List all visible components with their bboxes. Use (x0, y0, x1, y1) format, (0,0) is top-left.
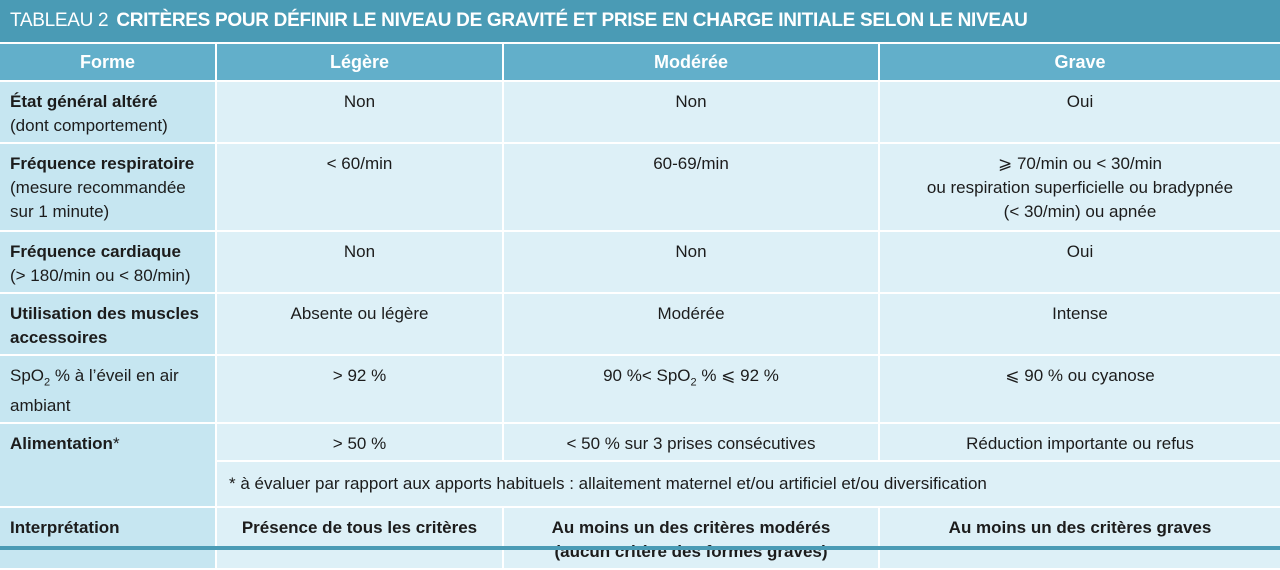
cell-severe: ⩾ 70/min ou < 30/min ou respiration supe… (879, 143, 1280, 232)
cell-severe: Réduction importante ou refus (879, 423, 1280, 463)
table-row: Alimentation* > 50 % < 50 % sur 3 prises… (0, 423, 1280, 509)
header-legere: Légère (216, 44, 504, 82)
cell-moderate: Non (503, 81, 880, 144)
cell-moderate: Au moins un des critères modérés (aucun … (503, 507, 880, 570)
cell-severe: ⩽ 90 % ou cyanose (879, 355, 1280, 425)
table-number: TABLEAU 2 (10, 10, 109, 31)
footnote-row: * à évaluer par rapport aux apports habi… (0, 461, 1280, 509)
row-label-frequence-cardiaque: Fréquence cardiaque (> 180/min ou < 80/m… (0, 231, 217, 294)
row-label-alimentation: Alimentation* (0, 423, 217, 509)
header-row: Forme Légère Modérée Grave (0, 44, 1280, 82)
cell-moderate: 90 %< SpO2 % ⩽ 92 % (503, 355, 880, 425)
cell-severe: Oui (879, 231, 1280, 294)
header-grave: Grave (879, 44, 1280, 82)
table-title-text: CRITÈRES POUR DÉFINIR LE NIVEAU DE GRAVI… (116, 10, 1028, 31)
table-row: Fréquence respiratoire (mesure recommand… (0, 143, 1280, 232)
footnote-text: * à évaluer par rapport aux apports habi… (216, 461, 1280, 509)
cell-moderate: < 50 % sur 3 prises consécutives (503, 423, 880, 463)
row-label-frequence-respiratoire: Fréquence respiratoire (mesure recommand… (0, 143, 217, 232)
row-label-muscles-accessoires: Utilisation des muscles accessoires (0, 293, 217, 356)
interpretation-row: Interprétation Présence de tous les crit… (0, 507, 1280, 570)
cell-light: Non (216, 231, 504, 294)
table-row: État général altéré (dont comportement) … (0, 81, 1280, 144)
cell-light: Absente ou légère (216, 293, 504, 356)
cell-light: > 92 % (216, 355, 504, 425)
severity-table: Forme Légère Modérée Grave État général … (0, 44, 1280, 570)
cell-severe: Au moins un des critères graves (879, 507, 1280, 570)
table-title: TABLEAU 2 CRITÈRES POUR DÉFINIR LE NIVEA… (0, 0, 1280, 44)
cell-severe: Intense (879, 293, 1280, 356)
cell-moderate: 60-69/min (503, 143, 880, 232)
cell-severe: Oui (879, 81, 1280, 144)
bottom-rule (0, 546, 1280, 550)
row-label-spo2: SpO2 % à l’éveil en air ambiant (0, 355, 217, 425)
cell-light: Non (216, 81, 504, 144)
cell-light: < 60/min (216, 143, 504, 232)
row-label-etat-general: État général altéré (dont comportement) (0, 81, 217, 144)
header-moderee: Modérée (503, 44, 880, 82)
table-row: Fréquence cardiaque (> 180/min ou < 80/m… (0, 231, 1280, 294)
cell-moderate: Non (503, 231, 880, 294)
header-forme: Forme (0, 44, 217, 82)
row-label-interpretation: Interprétation (0, 507, 217, 570)
cell-moderate: Modérée (503, 293, 880, 356)
table-row: Utilisation des muscles accessoires Abse… (0, 293, 1280, 356)
cell-light: Présence de tous les critères (216, 507, 504, 570)
cell-light: > 50 % (216, 423, 504, 463)
table-row: SpO2 % à l’éveil en air ambiant > 92 % 9… (0, 355, 1280, 425)
